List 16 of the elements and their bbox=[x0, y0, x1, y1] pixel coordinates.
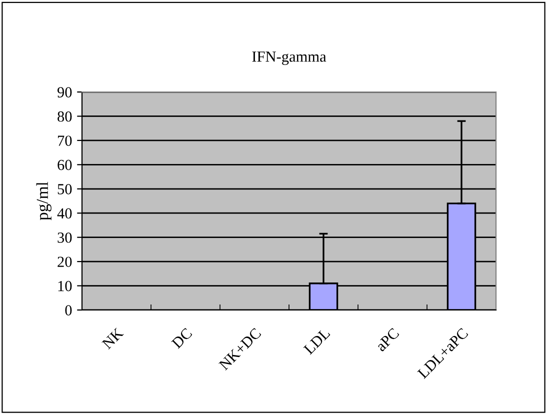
y-tick-label: 40 bbox=[57, 208, 72, 219]
y-tick-label: 80 bbox=[58, 111, 72, 122]
chart-title: IFN-gamma bbox=[252, 52, 326, 65]
y-axis-title: pg/ml bbox=[36, 182, 52, 220]
y-tick-label: 0 bbox=[65, 305, 72, 316]
y-tick-label: 90 bbox=[57, 87, 72, 98]
y-tick-label: 70 bbox=[58, 136, 72, 146]
y-tick-label: 10 bbox=[58, 280, 72, 292]
x-tick-label: NK bbox=[102, 327, 124, 350]
x-tick-label: DC bbox=[171, 328, 193, 349]
x-tick-label: LDL bbox=[303, 328, 330, 355]
y-tick-label: 60 bbox=[58, 160, 72, 170]
y-tick-label: 30 bbox=[58, 232, 72, 243]
y-tick-label: 20 bbox=[58, 256, 72, 268]
x-tick-label: aPC bbox=[375, 328, 400, 352]
y-tick-label: 50 bbox=[58, 184, 72, 194]
